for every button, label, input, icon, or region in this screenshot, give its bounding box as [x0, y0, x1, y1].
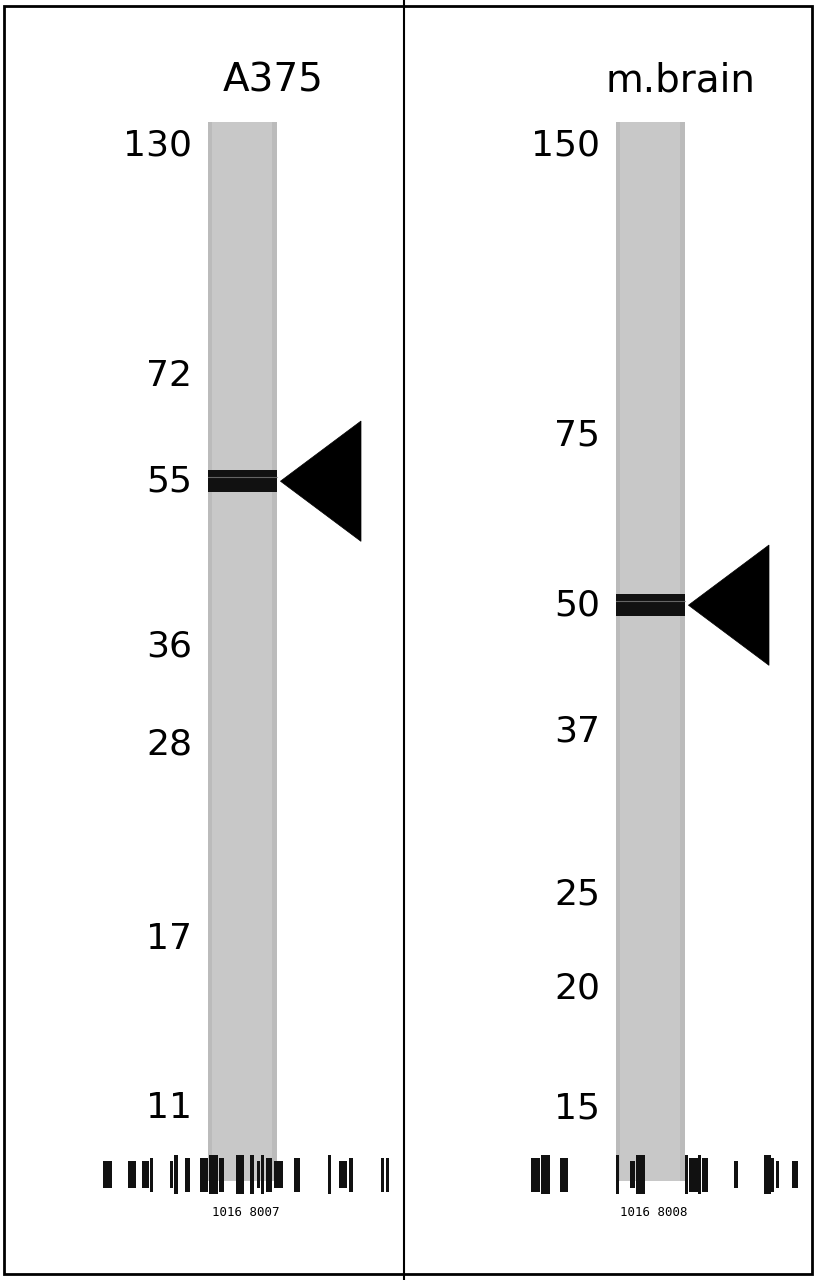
- Bar: [615, 594, 685, 616]
- Polygon shape: [689, 545, 769, 666]
- Text: 25: 25: [554, 878, 601, 911]
- Text: A375: A375: [222, 61, 323, 100]
- Text: 75: 75: [554, 419, 601, 453]
- Bar: [630, 1161, 635, 1188]
- Bar: [541, 1156, 550, 1194]
- Bar: [274, 1161, 283, 1188]
- Bar: [531, 1158, 539, 1192]
- Bar: [615, 1156, 619, 1194]
- Bar: [220, 1158, 224, 1192]
- Bar: [143, 1161, 149, 1188]
- Text: 1016 8008: 1016 8008: [620, 1206, 688, 1219]
- Bar: [690, 1158, 698, 1192]
- Text: 17: 17: [146, 922, 193, 956]
- Text: 15: 15: [554, 1092, 601, 1125]
- Bar: [348, 1158, 353, 1192]
- Bar: [703, 1158, 708, 1192]
- Text: 150: 150: [531, 129, 601, 163]
- Bar: [339, 1161, 347, 1188]
- Bar: [207, 470, 277, 492]
- Bar: [771, 1158, 774, 1192]
- Text: 37: 37: [554, 714, 601, 748]
- Bar: [236, 1156, 245, 1194]
- Bar: [636, 1156, 645, 1194]
- Text: 1016 8007: 1016 8007: [212, 1206, 280, 1219]
- Bar: [266, 1158, 272, 1192]
- Text: 11: 11: [146, 1092, 193, 1125]
- Bar: [200, 1158, 208, 1192]
- Text: 50: 50: [554, 589, 601, 622]
- Bar: [185, 1158, 190, 1192]
- Bar: [392, 1158, 400, 1192]
- Bar: [698, 1156, 702, 1194]
- Bar: [685, 1156, 688, 1194]
- Bar: [250, 1156, 255, 1194]
- Bar: [295, 1158, 300, 1192]
- Text: 130: 130: [123, 129, 193, 163]
- Text: 55: 55: [146, 465, 193, 498]
- Bar: [209, 1156, 218, 1194]
- Bar: [150, 1158, 153, 1192]
- Bar: [260, 1156, 264, 1194]
- Text: 20: 20: [554, 972, 601, 1005]
- Polygon shape: [281, 421, 361, 541]
- Bar: [560, 1158, 568, 1192]
- Text: 28: 28: [146, 727, 193, 762]
- Text: m.brain: m.brain: [605, 61, 756, 100]
- Text: 72: 72: [146, 360, 193, 393]
- Bar: [170, 1161, 173, 1188]
- Bar: [615, 122, 620, 1180]
- Bar: [776, 1161, 779, 1188]
- Bar: [734, 1161, 738, 1188]
- Bar: [615, 122, 685, 1180]
- Bar: [381, 1158, 384, 1192]
- Bar: [680, 122, 685, 1180]
- Bar: [207, 122, 277, 1180]
- Bar: [792, 1161, 798, 1188]
- Bar: [386, 1158, 389, 1192]
- Bar: [328, 1156, 331, 1194]
- Bar: [104, 1161, 112, 1188]
- Bar: [128, 1161, 136, 1188]
- Text: 36: 36: [146, 630, 193, 663]
- Bar: [174, 1156, 179, 1194]
- Bar: [207, 122, 212, 1180]
- Bar: [257, 1161, 259, 1188]
- Bar: [272, 122, 277, 1180]
- Bar: [765, 1156, 770, 1194]
